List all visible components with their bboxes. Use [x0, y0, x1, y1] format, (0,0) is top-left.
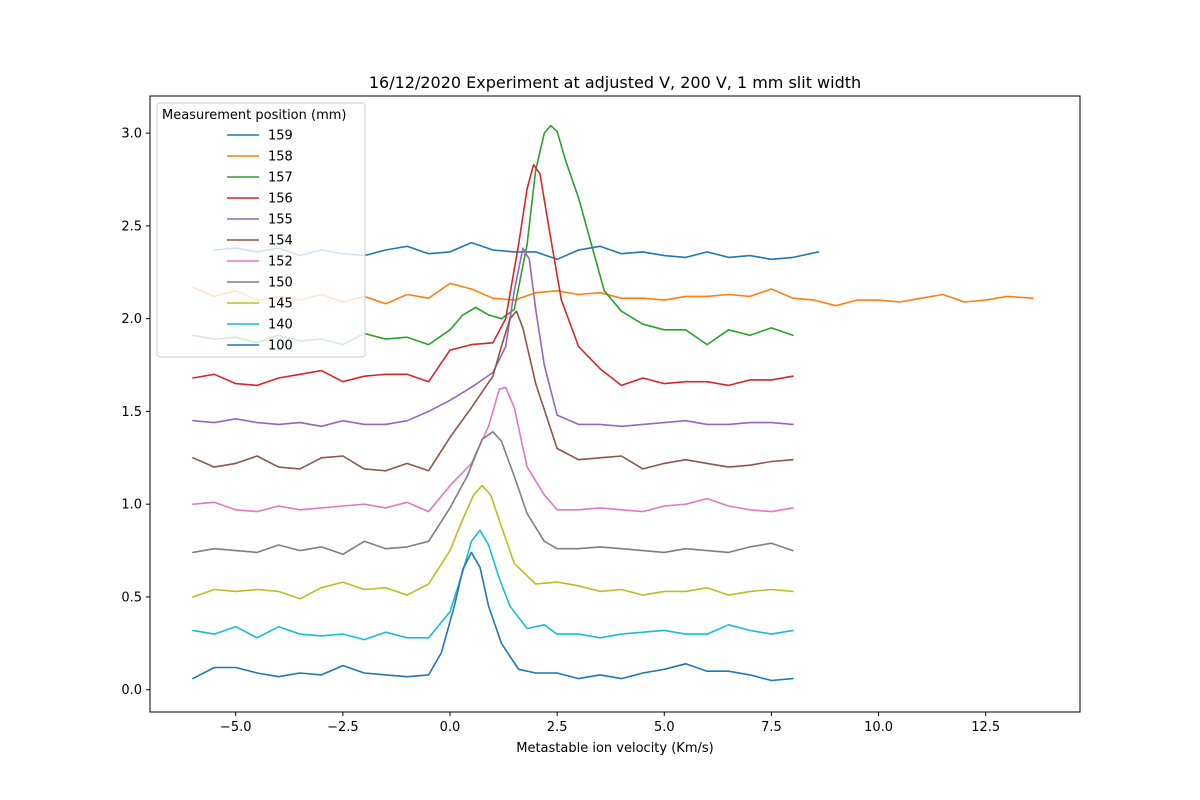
x-axis: −5.0 −2.5 0.0 2.5 5.0 7.5 10.0 12.5: [220, 712, 1000, 735]
legend-label-159: 159: [268, 129, 293, 144]
x-tick-label: 7.5: [761, 720, 782, 735]
legend-label-140: 140: [268, 318, 293, 333]
series-line-156: [192, 163, 794, 387]
plot-frame: [149, 95, 1081, 713]
series-line-140: [192, 529, 794, 641]
legend-title: Measurement position (mm): [162, 108, 346, 123]
x-tick-label: 10.0: [864, 720, 893, 735]
y-tick-label: 0.5: [121, 590, 142, 605]
legend-box: [156, 102, 366, 358]
series-line-152: [192, 386, 794, 513]
legend: Measurement position (mm) 15915815715615…: [156, 102, 366, 358]
y-tick-label: 2.0: [121, 312, 142, 327]
x-tick-label: 2.5: [547, 720, 568, 735]
x-axis-title: Metastable ion velocity (Km/s): [516, 741, 713, 756]
legend-label-100: 100: [268, 339, 293, 354]
y-tick-label: 1.5: [121, 405, 142, 420]
legend-label-145: 145: [268, 297, 293, 312]
x-tick-label: 12.5: [971, 720, 1000, 735]
legend-label-158: 158: [268, 150, 293, 165]
y-tick-label: 0.0: [121, 683, 142, 698]
y-tick-label: 3.0: [121, 127, 142, 142]
x-tick-label: −2.5: [327, 720, 359, 735]
series-line-150: [192, 430, 794, 556]
x-tick-label: 0.0: [440, 720, 461, 735]
y-axis: 0.0 0.5 1.0 1.5 2.0 2.5 3.0: [121, 127, 150, 698]
series-line-155: [192, 247, 794, 428]
legend-label-156: 156: [268, 192, 293, 207]
legend-items: 159 158 157 156 155 154 152 150 145 140 100: [227, 129, 293, 354]
series-line-145: [192, 484, 794, 600]
y-tick-label: 2.5: [121, 219, 142, 234]
legend-label-154: 154: [268, 234, 293, 249]
legend-label-152: 152: [268, 255, 293, 270]
y-tick-label: 1.0: [121, 498, 142, 513]
legend-label-150: 150: [268, 276, 293, 291]
series-line-154: [192, 310, 794, 472]
legend-label-155: 155: [268, 213, 293, 228]
x-tick-label: 5.0: [654, 720, 675, 735]
series-line-100: [192, 551, 794, 682]
legend-label-157: 157: [268, 171, 293, 186]
x-tick-label: −5.0: [220, 720, 252, 735]
chart-title: 16/12/2020 Experiment at adjusted V, 200…: [369, 73, 861, 92]
